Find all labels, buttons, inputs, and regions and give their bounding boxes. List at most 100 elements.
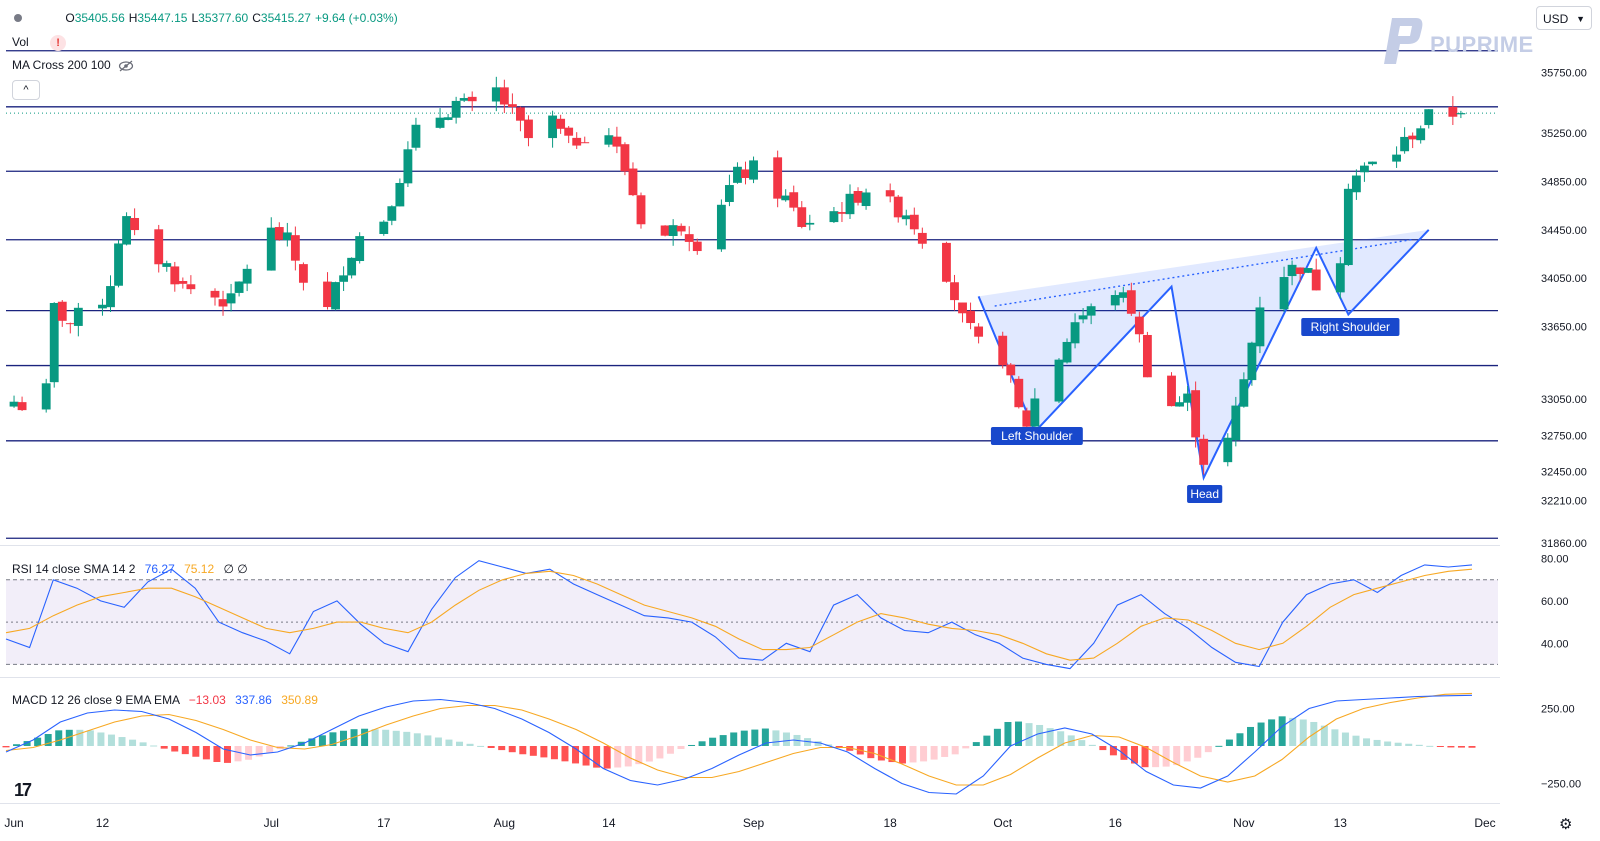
candle-body [524,119,533,139]
candle-body [958,302,967,314]
candle [331,281,340,311]
macd-histogram-bar [1057,731,1065,746]
macd-histogram-bar [730,732,738,746]
candle-body [1030,398,1040,427]
candle [1183,385,1193,412]
macd-histogram-bar [13,744,21,746]
macd-histogram-bar [1120,746,1128,760]
macd-histogram-bar [150,745,158,747]
candle-body [1424,109,1434,126]
time-tick-label: Dec [1474,816,1495,830]
macd-histogram-bar [223,746,231,763]
head-label[interactable]: Head [1187,485,1223,503]
candle [1062,338,1072,364]
annotation-labels[interactable]: Left Shoulder Head Right Shoulder [990,318,1400,503]
macd-histogram-bar [656,746,664,759]
macd-histogram-bar [1289,717,1297,746]
macd-histogram-bar [308,738,316,746]
candle-body [1118,292,1128,298]
candle-body [1231,405,1241,441]
macd-histogram-bar [245,746,253,760]
macd-histogram-bar [129,739,137,746]
time-tick-label: Oct [993,816,1012,830]
rsi-legend[interactable]: RSI 14 close SMA 14 2 76.27 75.12 ∅ ∅ [12,562,248,576]
macd-histogram-bar [529,746,537,756]
candle-body [1351,175,1361,193]
candle-body [1255,307,1265,347]
candle-body [355,236,365,262]
macd-histogram-bar [1014,721,1022,746]
candle [41,378,51,413]
signal-legend-value: 350.89 [281,693,318,707]
candle [1335,257,1345,300]
macd-histogram-bar [1109,746,1117,756]
macd-histogram-bar [1278,716,1286,746]
candle [218,290,228,316]
candle [684,226,694,252]
macd-histogram-bar [1025,723,1033,746]
macd-tick-label: −250.00 [1541,779,1581,791]
candle-body [1086,306,1096,316]
candle-body [966,310,975,324]
ohlc-legend: O35405.56 H35447.15 L35377.60 C35415.27 +9.6… [14,11,402,25]
candle [998,331,1008,369]
candle-body [403,149,413,184]
candle-body [1126,290,1136,314]
macd-histogram-bar [1204,746,1212,753]
price-axis-background[interactable] [1500,0,1600,841]
macd-histogram-bar [603,746,611,769]
right-shoulder-label[interactable]: Right Shoulder [1301,318,1400,336]
volume-legend[interactable]: Vol ! [12,35,67,51]
candle [242,264,252,292]
macd-histogram-bar [898,746,906,764]
candle [1078,308,1088,324]
hidden-eye-icon[interactable] [118,60,134,72]
macd-histogram-bar [645,746,653,762]
macd-histogram-bar [1352,735,1360,746]
candle [1303,267,1313,274]
candle [226,283,236,312]
gear-icon[interactable]: ⚙ [1559,816,1573,833]
candle-body [684,234,694,242]
candle [266,217,276,271]
candle [210,288,220,306]
candle-body [266,227,276,271]
left-shoulder-label[interactable]: Left Shoulder [990,427,1083,445]
candle [49,302,59,388]
macd-histogram-bar [1373,739,1381,746]
time-tick-label: Aug [494,816,515,830]
rsi-tick-label: 60.00 [1541,596,1569,608]
macd-histogram-bar [1426,745,1434,747]
time-tick-label: 12 [96,816,110,830]
candle [106,275,115,313]
candle-body [339,275,349,282]
neckline[interactable] [994,238,1413,307]
macd-histogram-bar [1299,719,1307,746]
candle [1448,96,1458,126]
candle [861,188,871,210]
macd-histogram-bar [593,746,601,768]
macd-histogram-bar [1384,741,1392,746]
macd-histogram-bar [287,745,295,747]
macd-histogram-bar [107,734,115,746]
macd-histogram-bar [614,746,622,768]
warning-icon[interactable]: ! [50,35,67,51]
macd-legend[interactable]: MACD 12 26 close 9 EMA EMA −13.03 337.86… [12,693,318,707]
watermark-text: PUPRIME [1430,32,1534,57]
macd-histogram-bar [888,746,896,763]
candle [1408,132,1418,149]
candle-body [620,144,630,172]
currency-selector[interactable]: USD ▼ [1536,6,1592,30]
candle [114,239,123,288]
rsi-legend-extra: ∅ ∅ [223,562,248,576]
macd-histogram-bar [487,746,495,749]
collapse-legend-button[interactable]: ^ [12,80,40,100]
ohlc-item: C35415.27 [252,11,311,25]
candle-body [1343,188,1353,266]
candle [660,225,670,237]
ma-cross-legend[interactable]: MA Cross 200 100 [12,58,134,72]
right-shoulder-label-box [1301,318,1400,336]
candle [323,272,332,310]
